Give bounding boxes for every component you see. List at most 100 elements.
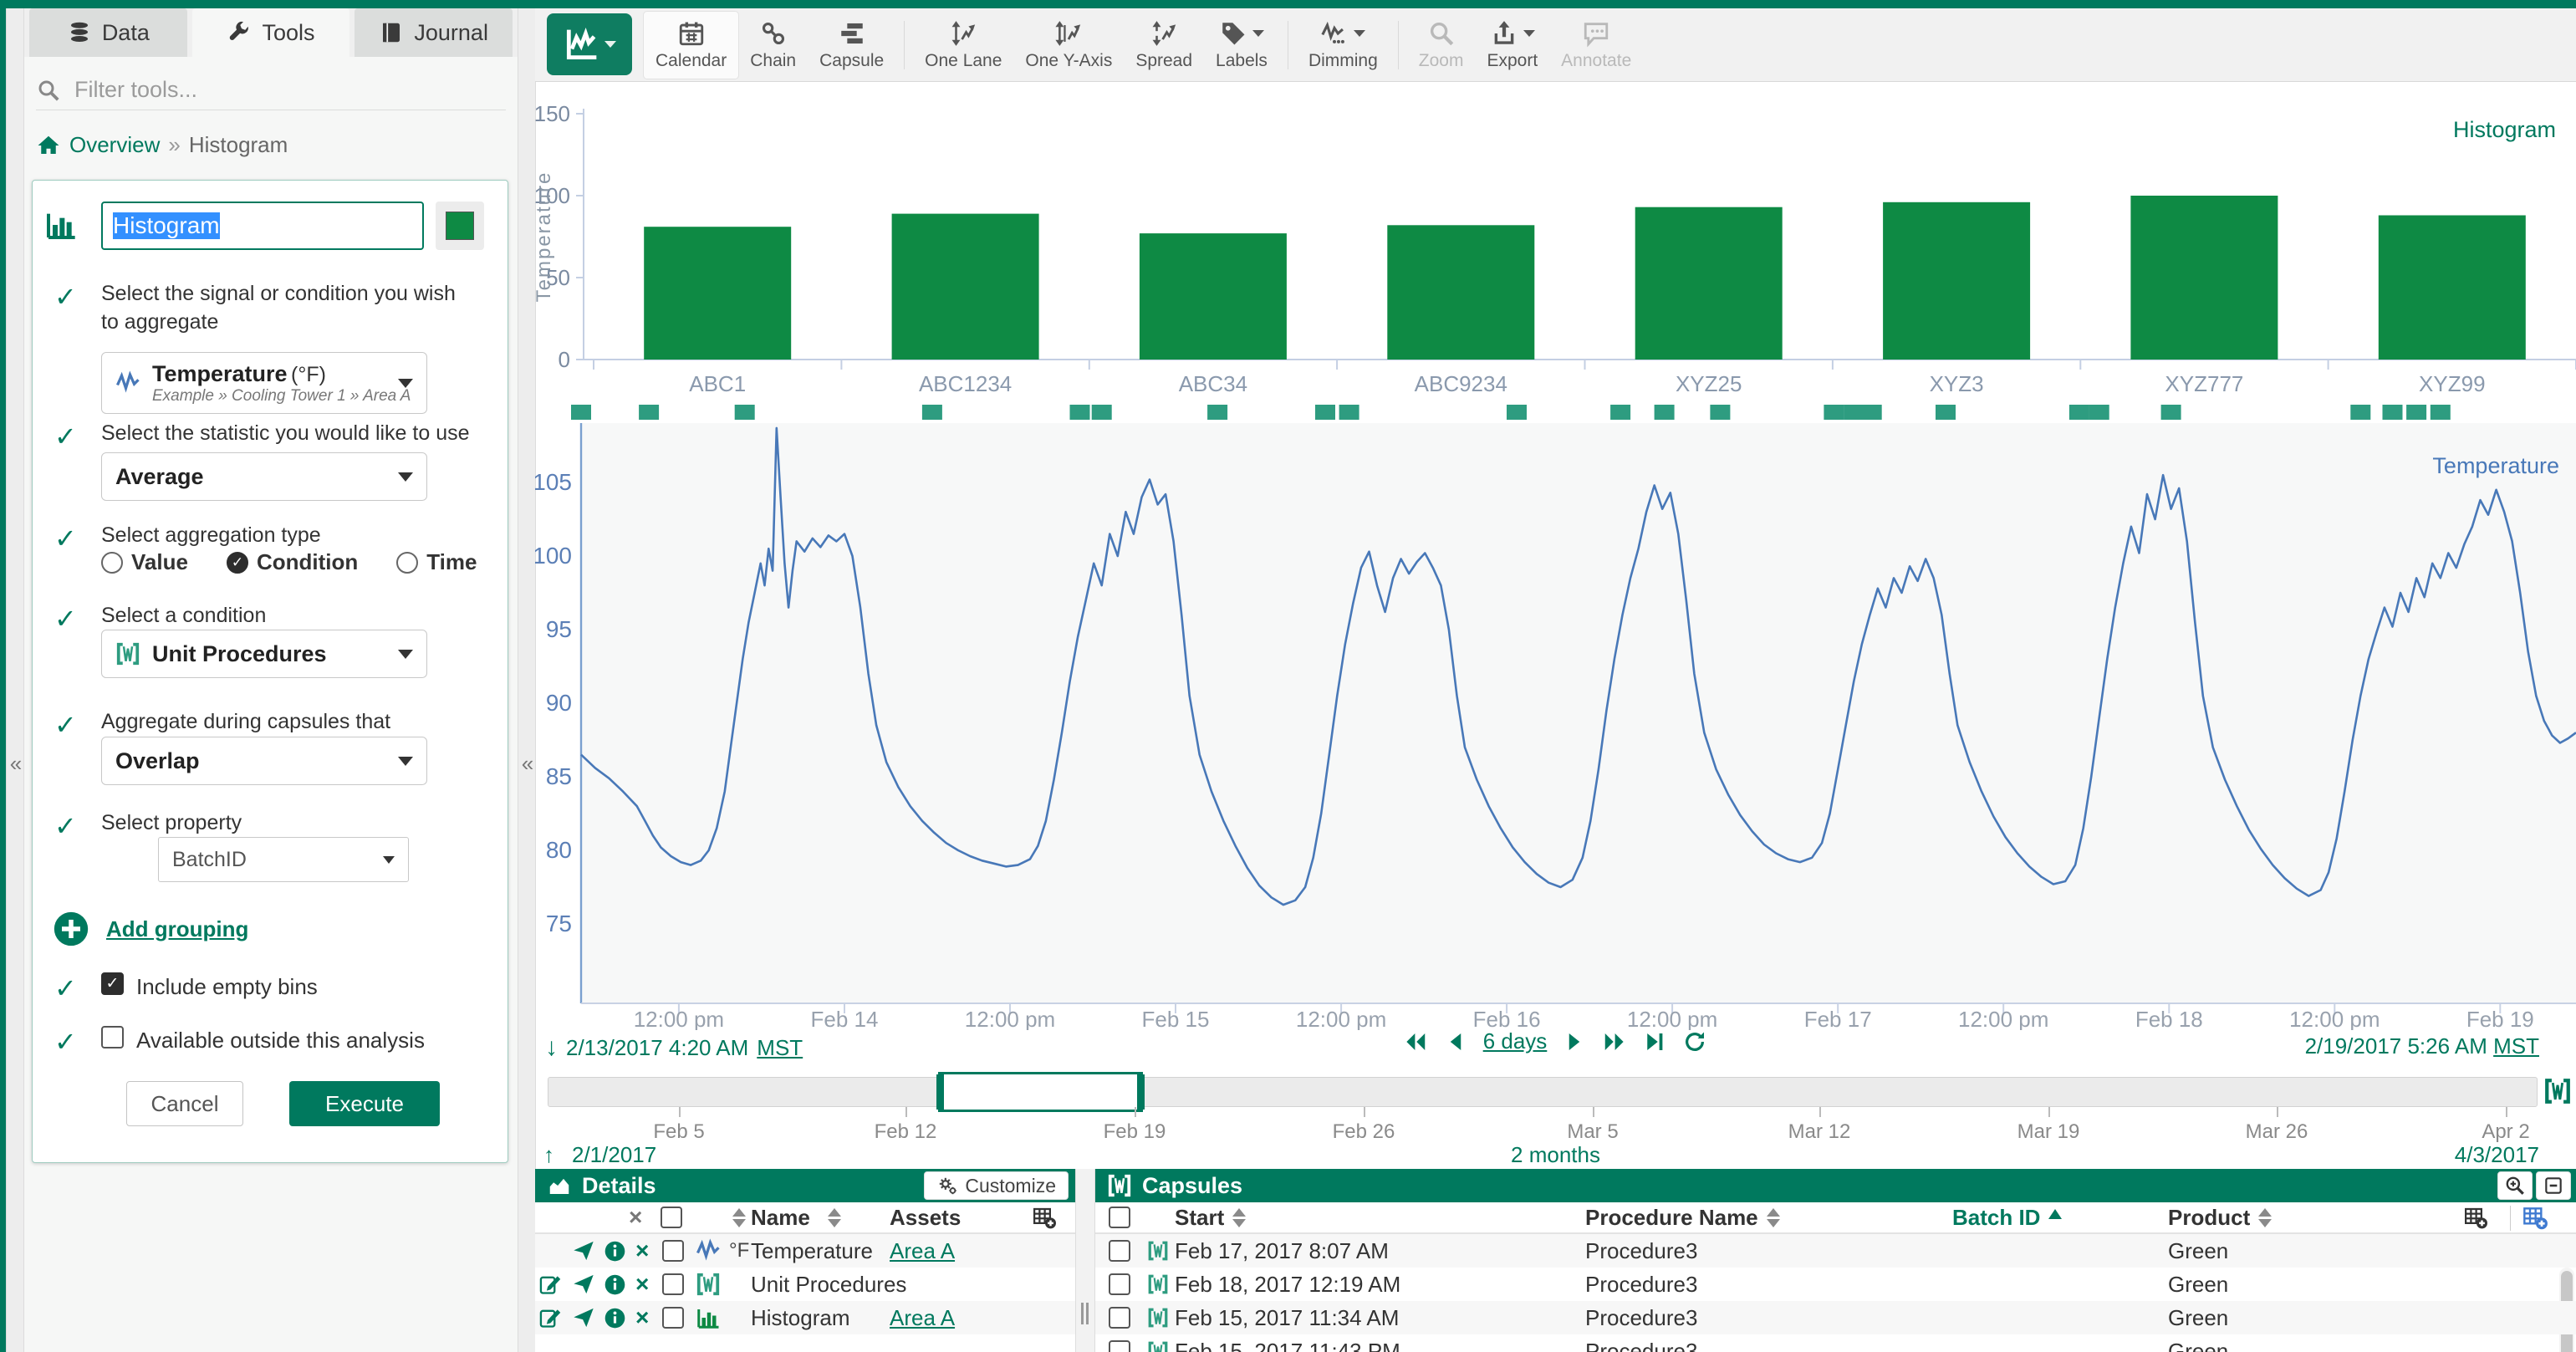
capsule-procedure-name: Procedure3: [1585, 1271, 1698, 1297]
add-capsule-column-icon[interactable]: [2522, 1202, 2548, 1232]
details-column-assets[interactable]: Assets: [890, 1204, 962, 1230]
capsules-collapse-button[interactable]: [2536, 1171, 2571, 1200]
capsules-zoom-button[interactable]: [2497, 1171, 2533, 1200]
asset-link[interactable]: Area A: [890, 1304, 956, 1330]
investigate-start[interactable]: 2/1/2017: [572, 1142, 657, 1167]
tab-data[interactable]: Data: [29, 8, 187, 57]
add-grouping-link[interactable]: Add grouping: [106, 916, 249, 941]
capsule-button[interactable]: Capsule: [808, 12, 895, 79]
sort-type-control[interactable]: [724, 1202, 746, 1232]
capsules-column-batch-sorted[interactable]: Batch ID: [1952, 1202, 2063, 1232]
remove-icon[interactable]: ×: [635, 1237, 650, 1263]
window-right-handle[interactable]: [1137, 1074, 1145, 1110]
labels-button[interactable]: Labels: [1204, 12, 1279, 79]
details-column-name[interactable]: Name: [751, 1204, 810, 1230]
row-checkbox[interactable]: [1109, 1268, 1130, 1301]
info-icon[interactable]: [604, 1268, 626, 1301]
tab-tools[interactable]: Tools: [191, 8, 350, 57]
radio-value[interactable]: Value: [101, 549, 188, 575]
investigate-end[interactable]: 4/3/2017: [2454, 1142, 2539, 1167]
collapse-left-icon[interactable]: «: [9, 751, 23, 776]
capsules-column-product[interactable]: Product: [2168, 1202, 2272, 1232]
timezone-link[interactable]: MST: [2493, 1033, 2539, 1059]
left-collapse-gutter[interactable]: «: [6, 8, 24, 1352]
capsules-column-procedure[interactable]: Procedure Name: [1585, 1202, 1780, 1232]
radio-time[interactable]: Time: [396, 549, 477, 575]
info-icon[interactable]: [604, 1301, 626, 1334]
row-checkbox[interactable]: [1109, 1234, 1130, 1268]
cancel-button[interactable]: Cancel: [126, 1081, 243, 1126]
range-navigator-track[interactable]: [548, 1072, 2538, 1112]
view-selector-button[interactable]: [547, 13, 632, 75]
trend-chart[interactable]: 75 80 85 90 95 100 105 12:00 pm Feb 14 12:00 pm Fe…: [535, 401, 2576, 1030]
step-forward-button[interactable]: [1562, 1029, 1587, 1054]
asset-link[interactable]: Area A: [890, 1237, 956, 1263]
filter-tools-input[interactable]: Filter tools...: [36, 70, 506, 110]
calendar-button[interactable]: Calendar: [644, 12, 739, 79]
step-back-button[interactable]: [1443, 1029, 1468, 1054]
statistic-dropdown[interactable]: Average: [101, 452, 427, 501]
condition-dropdown[interactable]: Unit Procedures: [101, 630, 427, 678]
dimming-button[interactable]: Dimming: [1297, 12, 1390, 79]
spread-button[interactable]: Spread: [1124, 12, 1204, 79]
one-lane-button[interactable]: One Lane: [913, 12, 1013, 79]
select-all-checkbox[interactable]: [1109, 1202, 1130, 1232]
timezone-link[interactable]: MST: [757, 1034, 803, 1060]
display-end-value[interactable]: 2/19/2017 5:26 AM: [2304, 1033, 2487, 1059]
tool-name-input[interactable]: Histogram: [101, 202, 424, 250]
refresh-button[interactable]: [1682, 1029, 1707, 1054]
display-range-start[interactable]: ↓ 2/13/2017 4:20 AM MST: [545, 1033, 803, 1062]
customize-button[interactable]: Customize: [924, 1171, 1069, 1200]
edit-icon[interactable]: [538, 1301, 562, 1334]
svg-text:XYZ777: XYZ777: [2165, 371, 2243, 396]
panel-splitter[interactable]: [1075, 1169, 1095, 1352]
investigate-icon[interactable]: [572, 1301, 595, 1334]
property-select[interactable]: BatchID: [158, 837, 409, 882]
step-forward-fast-button[interactable]: [1602, 1029, 1627, 1054]
row-checkbox[interactable]: [662, 1301, 684, 1334]
step-to-end-button[interactable]: [1642, 1029, 1667, 1054]
execute-button[interactable]: Execute: [289, 1081, 440, 1126]
export-button[interactable]: Export: [1475, 12, 1549, 79]
home-icon[interactable]: [36, 133, 61, 158]
display-range-end[interactable]: 2/19/2017 5:26 AM MST: [2305, 1033, 2539, 1059]
select-all-checkbox[interactable]: [661, 1202, 682, 1232]
display-start-value[interactable]: 2/13/2017 4:20 AM: [566, 1034, 749, 1060]
signal-dropdown[interactable]: Temperature (°F) Example » Cooling Tower…: [101, 352, 427, 414]
one-y-axis-button[interactable]: One Y-Axis: [1013, 12, 1124, 79]
radio-condition[interactable]: ✓ Condition: [226, 549, 358, 575]
chain-icon: [759, 19, 788, 48]
breadcrumb-overview[interactable]: Overview: [69, 132, 161, 157]
row-checkbox[interactable]: [1109, 1334, 1130, 1352]
remove-icon[interactable]: ×: [635, 1304, 650, 1330]
collapse-sidebar-icon[interactable]: «: [521, 751, 534, 776]
investigate-duration[interactable]: 2 months: [1511, 1142, 1600, 1167]
capsule-set-icon[interactable]: [2543, 1077, 2572, 1105]
add-column-icon[interactable]: [1032, 1202, 1057, 1232]
available-outside-checkbox[interactable]: [101, 1026, 124, 1048]
duration-label[interactable]: 6 days: [1482, 1028, 1548, 1054]
investigate-icon[interactable]: [572, 1234, 595, 1268]
info-icon[interactable]: [604, 1234, 626, 1268]
range-navigator-window[interactable]: [936, 1072, 1145, 1112]
row-checkbox[interactable]: [662, 1268, 684, 1301]
during-dropdown[interactable]: Overlap: [101, 737, 427, 785]
include-empty-bins-checkbox[interactable]: ✓: [101, 972, 124, 995]
chain-button[interactable]: Chain: [738, 12, 808, 79]
add-column-icon[interactable]: [2463, 1202, 2488, 1232]
histogram-chart[interactable]: 0 50 100 150 Temperature ABC1 ABC1234 ABC34 ABC9…: [535, 82, 2576, 401]
sort-name-control[interactable]: [819, 1202, 841, 1232]
tab-journal[interactable]: Journal: [355, 8, 513, 57]
row-checkbox[interactable]: [1109, 1301, 1130, 1334]
signal-icon: [696, 1234, 721, 1268]
capsules-column-start[interactable]: Start: [1175, 1202, 1247, 1232]
window-left-handle[interactable]: [936, 1074, 944, 1110]
row-checkbox[interactable]: [662, 1234, 684, 1268]
color-swatch-button[interactable]: [436, 202, 484, 250]
remove-icon[interactable]: ×: [635, 1271, 650, 1297]
sidebar-collapse-gutter[interactable]: «: [518, 8, 536, 1352]
investigate-icon[interactable]: [572, 1268, 595, 1301]
edit-icon[interactable]: [538, 1268, 562, 1301]
remove-all-button[interactable]: ×: [629, 1204, 643, 1230]
step-back-fast-button[interactable]: [1403, 1029, 1428, 1054]
